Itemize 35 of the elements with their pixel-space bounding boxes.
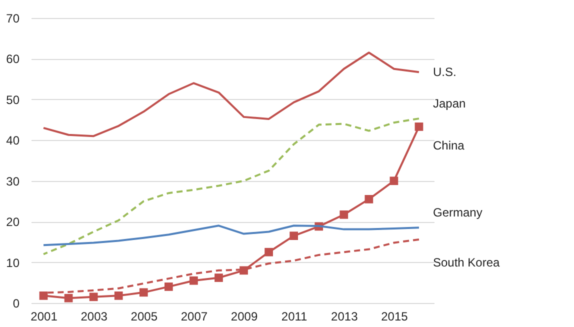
x-tick-label: 2011 — [281, 310, 308, 324]
y-tick-label: 0 — [12, 296, 20, 310]
point — [290, 232, 298, 240]
x-tick-label: 2009 — [230, 310, 258, 324]
point — [39, 291, 48, 300]
x-tick-label: 2013 — [331, 310, 358, 324]
series-label: South Korea — [432, 255, 500, 270]
y-tick-label: 20 — [6, 215, 20, 230]
y-tick-label: 30 — [6, 174, 20, 188]
point — [89, 292, 98, 302]
y-tick-label: 60 — [6, 52, 20, 66]
series-label: Japan — [432, 96, 466, 111]
y-tick-label: 70 — [6, 12, 20, 26]
point — [139, 288, 148, 297]
point — [190, 276, 198, 285]
x-tick-label: 2005 — [130, 310, 158, 324]
point — [114, 291, 123, 300]
point — [390, 176, 398, 186]
y-tick-label: 10 — [6, 256, 20, 270]
point — [414, 122, 424, 131]
x-tick-label: 2007 — [180, 310, 208, 324]
series-label: U.S. — [432, 65, 456, 80]
series-label: China — [432, 138, 465, 153]
x-tick-label: 2015 — [381, 310, 408, 324]
point — [364, 194, 374, 204]
point — [64, 294, 73, 302]
point — [264, 248, 273, 256]
x-tick-label: 2003 — [80, 310, 108, 324]
series-label: Germany — [432, 206, 482, 220]
point — [340, 210, 348, 219]
y-tick-label: 50 — [6, 92, 20, 107]
y-tick-label: 40 — [6, 134, 20, 148]
point — [164, 282, 173, 291]
point — [214, 274, 223, 282]
x-tick-label: 2001 — [30, 310, 58, 324]
